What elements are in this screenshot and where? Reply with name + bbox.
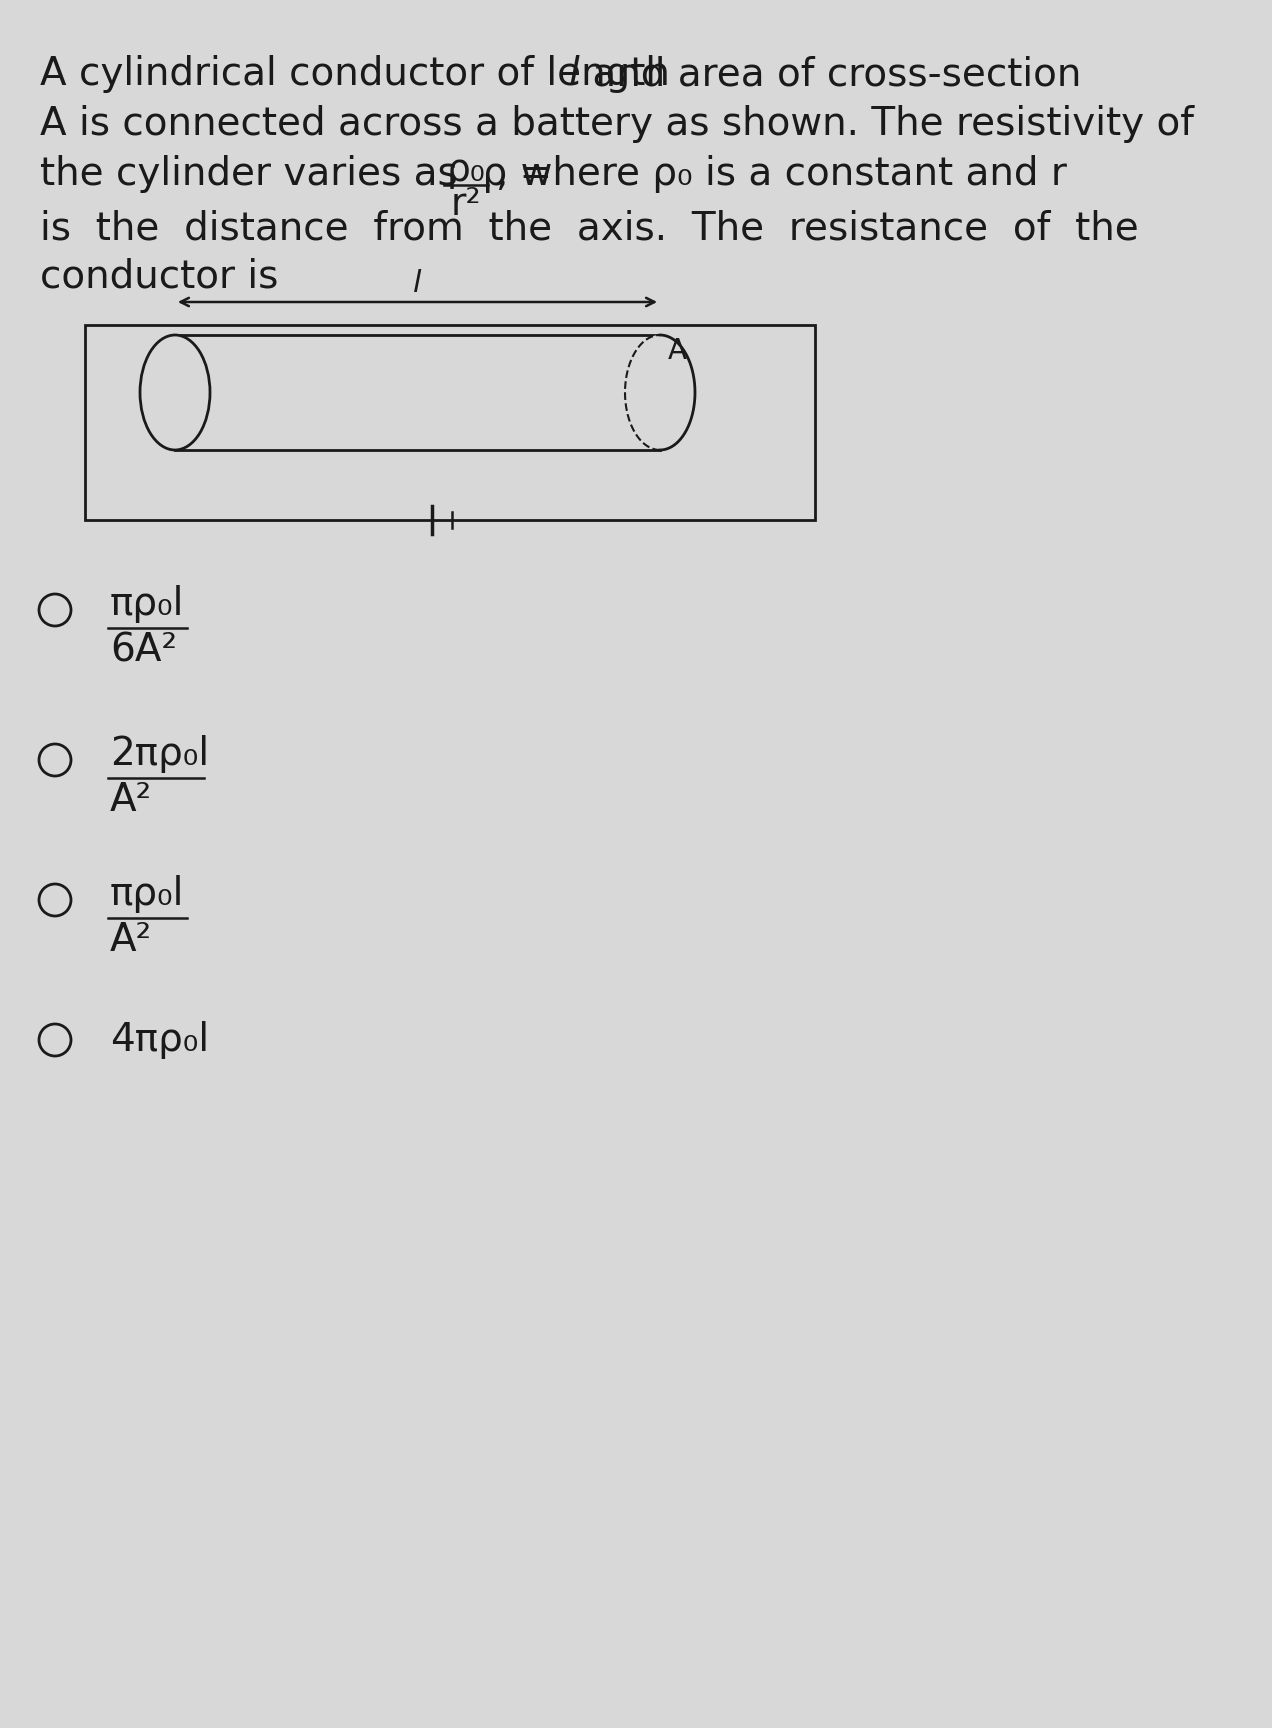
Text: conductor is: conductor is: [39, 257, 279, 295]
Text: ρ₀: ρ₀: [446, 154, 485, 188]
Text: r²: r²: [450, 187, 481, 223]
Text: A²: A²: [109, 921, 153, 959]
Text: πρ₀l: πρ₀l: [109, 874, 184, 912]
Text: A²: A²: [109, 781, 153, 819]
Text: πρ₀l: πρ₀l: [109, 586, 184, 624]
Text: l: l: [569, 55, 579, 93]
Text: l: l: [413, 270, 422, 297]
Text: the cylinder varies as  ρ =: the cylinder varies as ρ =: [39, 156, 565, 194]
Text: 6A²: 6A²: [109, 631, 177, 669]
Ellipse shape: [140, 335, 210, 449]
Text: A: A: [668, 337, 687, 365]
Text: A is connected across a battery as shown. The resistivity of: A is connected across a battery as shown…: [39, 105, 1194, 143]
Bar: [85, 325, 815, 520]
Text: , where ρ₀ is a constant and r: , where ρ₀ is a constant and r: [496, 156, 1067, 194]
Text: 4πρ₀l: 4πρ₀l: [109, 1021, 209, 1059]
Text: A cylindrical conductor of length: A cylindrical conductor of length: [39, 55, 682, 93]
Text: and area of cross-section: and area of cross-section: [580, 55, 1081, 93]
Text: 2πρ₀l: 2πρ₀l: [109, 734, 209, 772]
Ellipse shape: [625, 335, 695, 449]
Text: is  the  distance  from  the  axis.  The  resistance  of  the: is the distance from the axis. The resis…: [39, 211, 1138, 249]
